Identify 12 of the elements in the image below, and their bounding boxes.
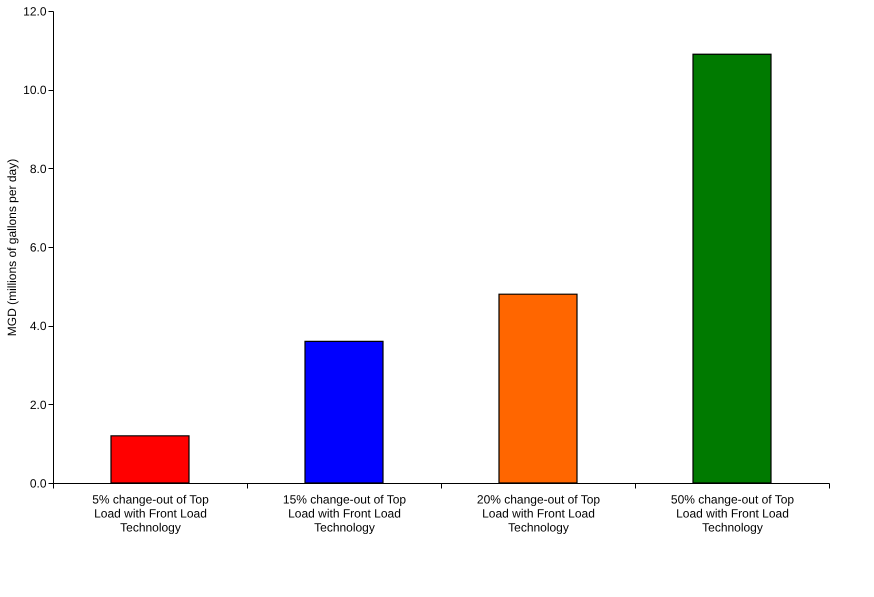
- y-tick-label: 4.0: [30, 319, 47, 334]
- y-tick-label: 0.0: [30, 476, 47, 490]
- x-tick-label: 5% change-out of Top Load with Front Load Technology: [92, 492, 210, 534]
- y-tick-label: 12.0: [23, 4, 47, 18]
- y-tick-label: 8.0: [30, 162, 47, 176]
- x-tick-label: 15% change-out of Top Load with Front Load Technology: [282, 492, 406, 534]
- x-tick-label: 20% change-out of Top Load with Front Load Technology: [476, 492, 600, 534]
- y-tick-label: 6.0: [30, 240, 47, 254]
- x-tick-label: 50% change-out of Top Load with Front Load Technology: [670, 492, 794, 534]
- y-axis-title: MGD (millions of gallons per day): [5, 158, 20, 336]
- y-tick-label: 2.0: [30, 398, 47, 412]
- y-tick-label: 10.0: [23, 83, 47, 98]
